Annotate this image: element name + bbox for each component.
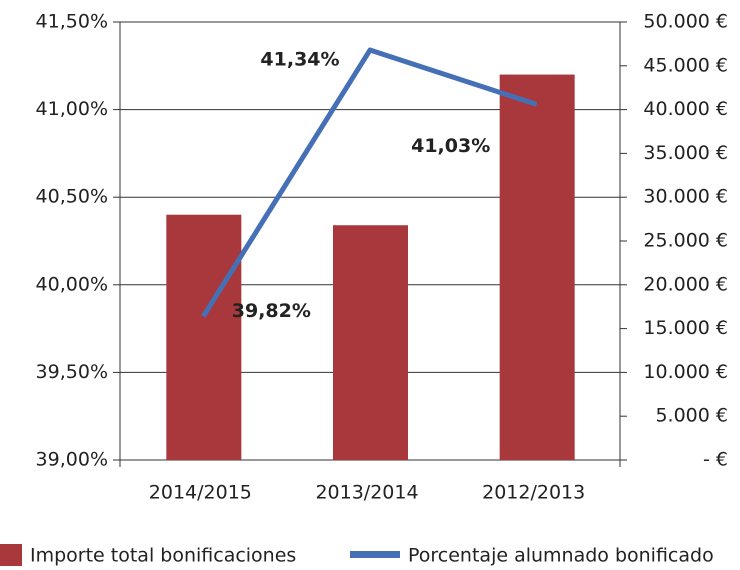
y2-tick-label: 20.000 € <box>643 273 728 295</box>
bar <box>499 74 575 460</box>
legend-label: Porcentaje alumnado bonificado <box>408 545 714 567</box>
y2-tick-label: 25.000 € <box>643 230 728 252</box>
line <box>201 47 538 318</box>
legend-swatch <box>350 551 400 558</box>
bar <box>166 214 242 460</box>
y2-tick-label: 40.000 € <box>643 98 728 120</box>
bar <box>333 225 408 460</box>
data-label: 39,82% <box>232 300 311 322</box>
y2-tick-label: 50.000 € <box>643 11 728 33</box>
y-tick-label: 40,00% <box>36 273 108 295</box>
y2-tick-label: 10.000 € <box>643 361 728 383</box>
data-label: 41,34% <box>260 49 339 71</box>
y-tick-label: 39,50% <box>36 361 108 383</box>
y2-tick-label: - € <box>703 449 728 471</box>
y-tick-label: 41,50% <box>36 11 108 33</box>
y-tick-label: 40,50% <box>36 186 108 208</box>
y2-tick-label: 35.000 € <box>643 142 728 164</box>
y2-tick-label: 45.000 € <box>643 54 728 76</box>
x-tick-label: 2014/2015 <box>149 482 252 504</box>
y-tick-label: 41,00% <box>36 98 108 120</box>
legend-label: Importe total bonificaciones <box>30 545 296 567</box>
x-tick-label: 2013/2014 <box>315 482 418 504</box>
y2-tick-label: 15.000 € <box>643 317 728 339</box>
data-label: 41,03% <box>411 135 490 157</box>
legend-swatch <box>0 544 22 566</box>
y2-tick-label: 5.000 € <box>655 405 728 427</box>
x-tick-label: 2012/2013 <box>482 482 585 504</box>
y2-tick-label: 30.000 € <box>643 186 728 208</box>
y-tick-label: 39,00% <box>36 449 108 471</box>
